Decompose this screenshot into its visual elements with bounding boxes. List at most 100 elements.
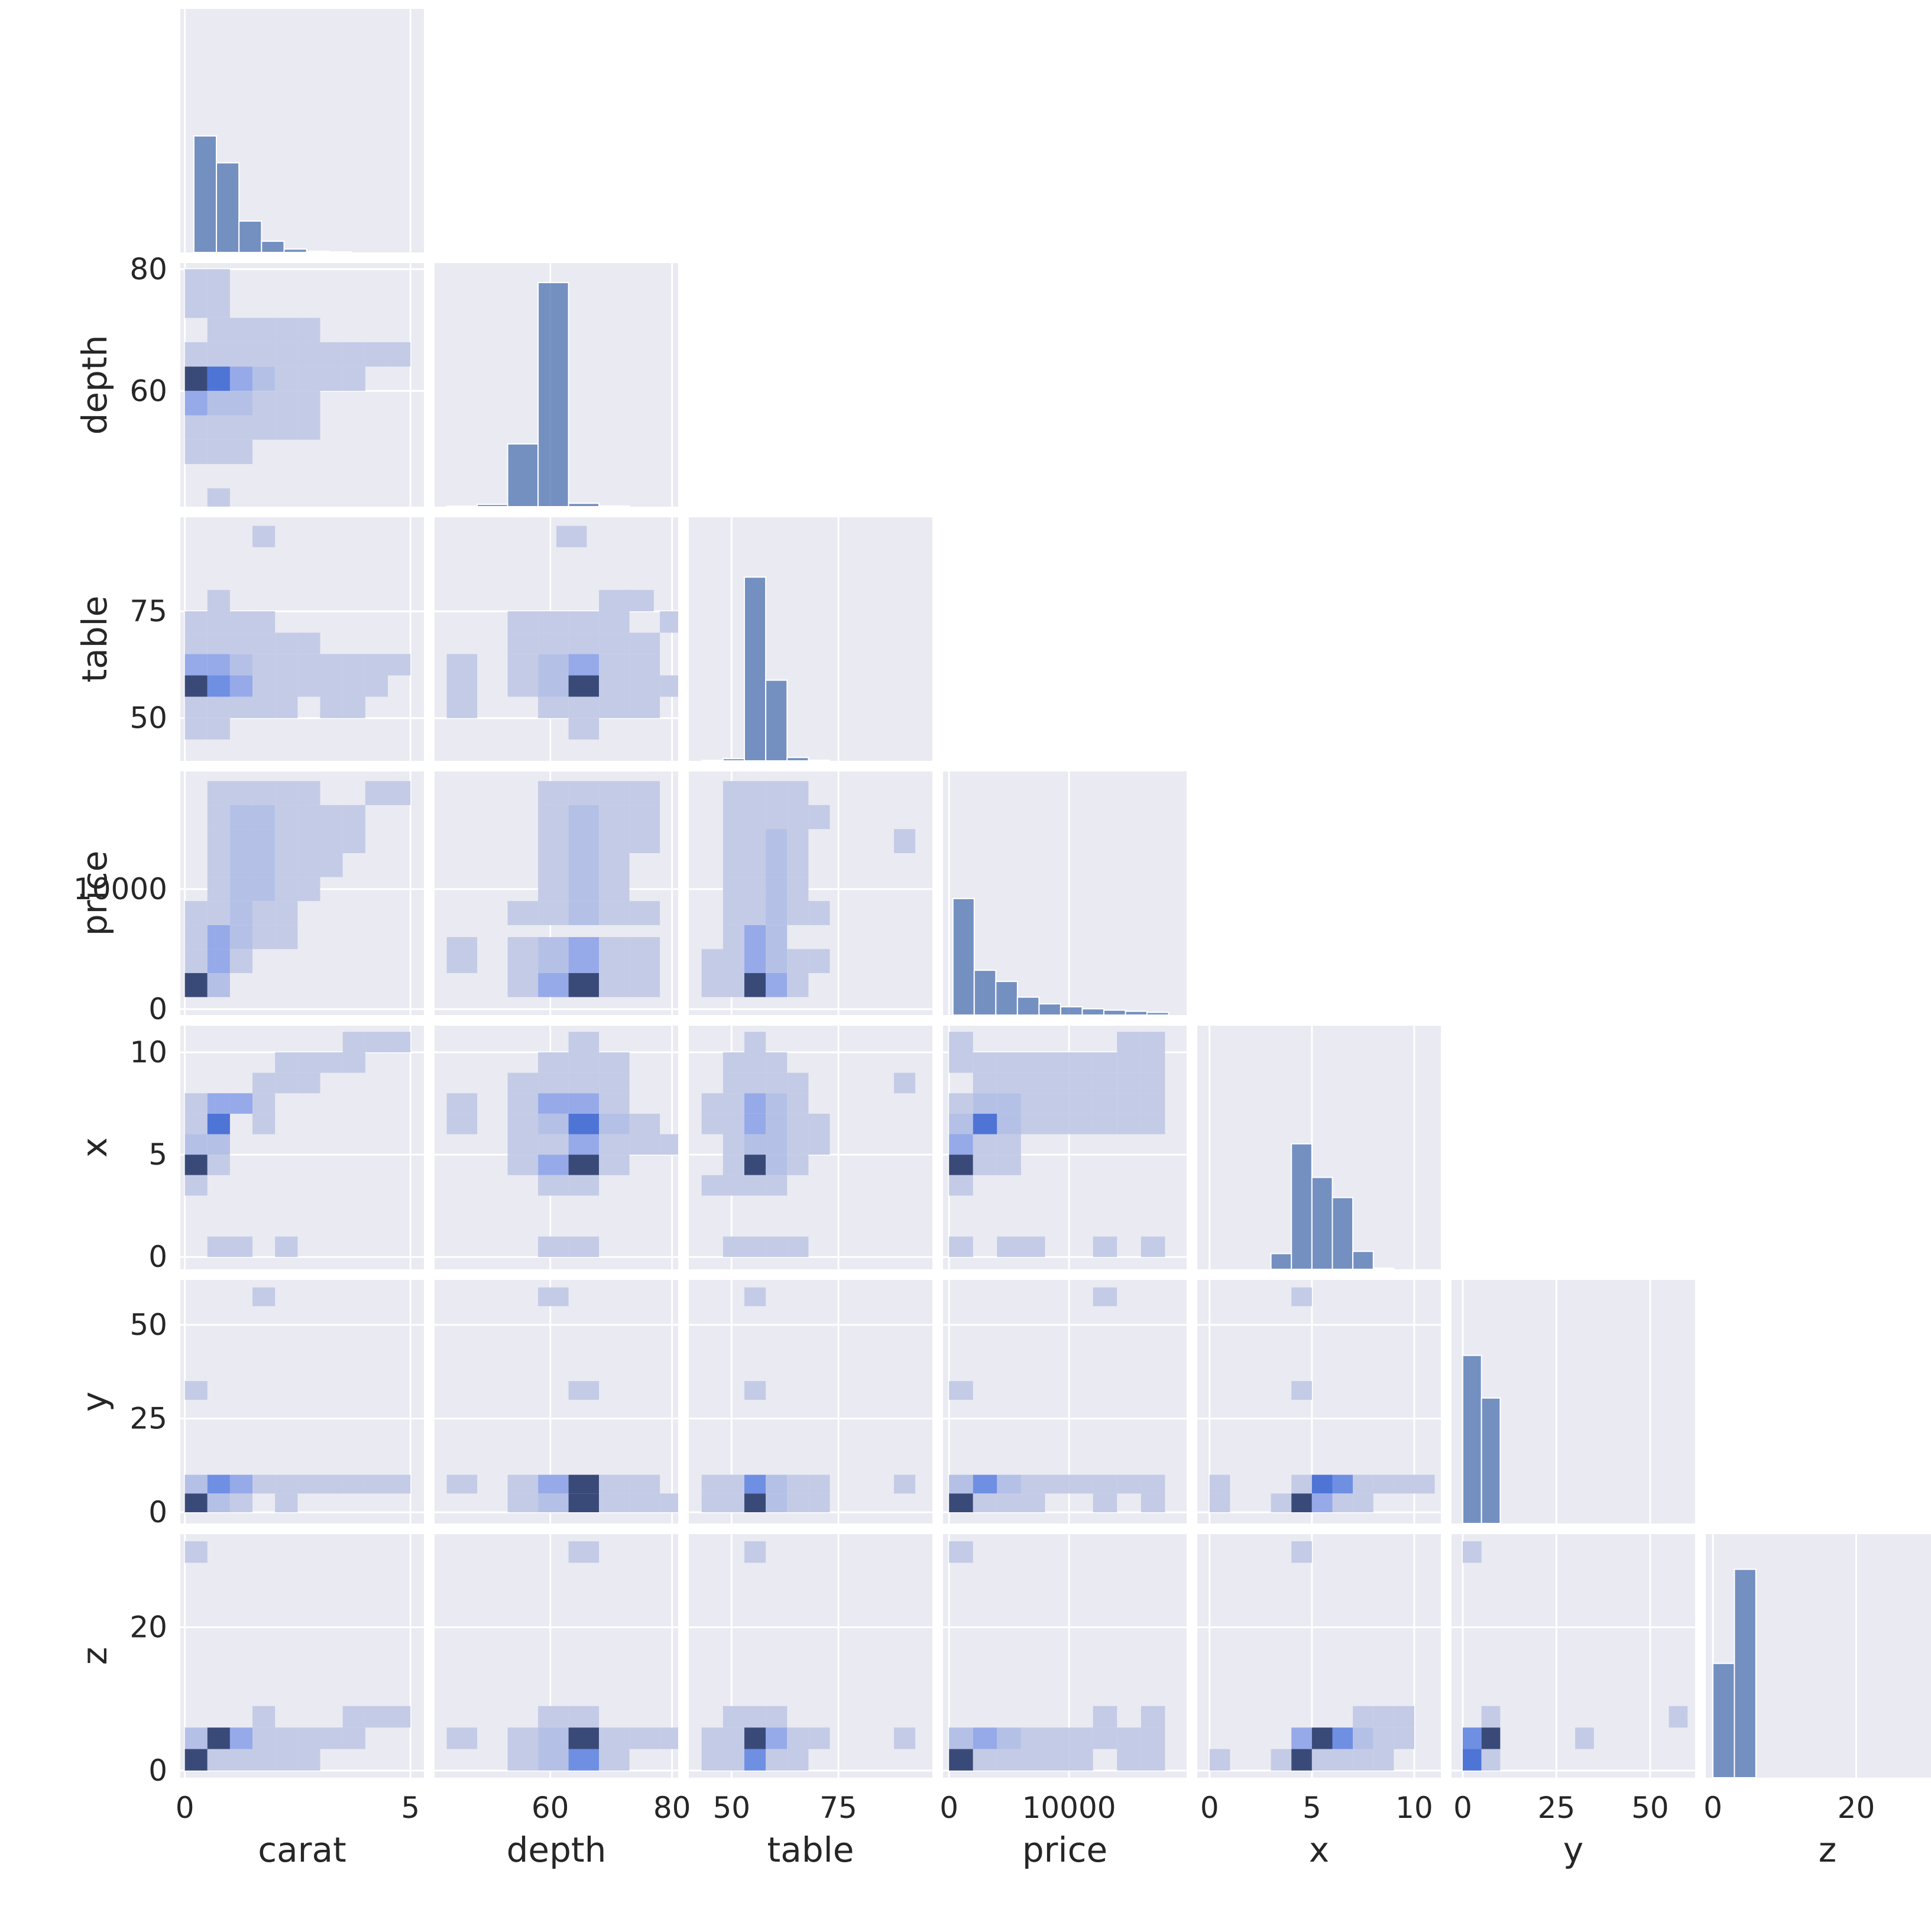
x-axis-label-z: z [1819,1830,1836,1870]
y-tick-label: 10000 [73,872,167,906]
x-tick-label: 0 [176,1791,195,1825]
panel-y-vs-x [1197,1280,1441,1523]
x-tick-label: 5 [1303,1791,1321,1825]
heat-cell [568,853,600,902]
heat-cell [507,1474,539,1494]
heat-cell [997,1493,1021,1512]
heat-cell [252,654,276,676]
x-axis-label-depth: depth [507,1830,607,1870]
heat-cell [184,415,208,440]
heat-cell [808,1134,830,1155]
heat-cell [568,1381,600,1400]
heat-cell [599,1134,630,1155]
heat-cell [973,1474,997,1494]
heat-cell [342,342,365,367]
heat-cell [275,391,298,416]
heat-cell [297,781,320,805]
hist-bar-table [786,757,809,762]
heat-cell [207,925,230,949]
heat-cell [766,925,788,973]
heat-cell [538,937,569,973]
x-tick-label: 10000 [1022,1791,1116,1825]
heat-cell [538,611,569,633]
x-tick-label: 75 [819,1791,857,1825]
heat-cell [766,1749,788,1771]
heat-cell [252,829,276,854]
heat-cell [207,317,230,342]
heat-cell [275,781,298,805]
heat-cell [973,1052,997,1073]
heat-cell [973,1113,997,1134]
heat-cell [207,488,230,507]
heat-cell [599,654,630,676]
panel-carat-vs-carat [180,9,424,254]
heat-cell [365,654,388,676]
heat-cell [744,1236,766,1257]
heat-cell [1394,1706,1414,1728]
heat-cell [297,829,320,854]
heat-cell [1291,1727,1312,1749]
heat-cell [207,589,230,612]
heat-cell [1141,1474,1165,1494]
heat-cell [568,1749,600,1771]
y-tick-label: 25 [129,1402,167,1436]
heat-cell [252,391,276,416]
heat-cell [1141,1093,1165,1114]
heat-cell [766,1072,788,1094]
heat-cell [1332,1727,1353,1749]
heat-cell [507,973,539,997]
heat-cell [538,1236,569,1257]
heat-cell [184,1093,208,1114]
heat-cell [744,925,766,973]
x-axis-label-y: y [1563,1830,1583,1870]
heat-cell [808,1113,830,1134]
heat-cell [629,1474,660,1494]
heat-cell [1069,1072,1093,1094]
heat-cell [252,1706,276,1728]
heat-cell [722,973,744,997]
heat-cell [1353,1493,1373,1512]
heat-cell [744,1134,766,1155]
heat-cell [568,805,600,854]
heat-cell [722,1052,744,1073]
heat-cell [207,1727,230,1749]
heat-cell [446,1474,478,1494]
heat-cell [787,1155,809,1175]
heat-cell [320,1052,343,1073]
y-tick-label: 0 [148,992,167,1026]
heat-cell [184,1381,208,1400]
heat-cell [787,1727,809,1749]
heat-cell [744,1093,766,1114]
heat-cell [997,1113,1021,1134]
panel-z-vs-depth [435,1534,678,1778]
heat-cell [184,973,208,997]
panel-price-vs-price [943,771,1187,1016]
heat-cell [722,1134,744,1155]
heat-cell [1209,1493,1230,1512]
heat-cell [722,925,744,973]
heat-cell [320,1727,343,1749]
heat-cell [507,901,539,925]
heat-cell [1291,1287,1312,1307]
heat-cell [722,1175,744,1196]
heat-cell [275,1072,298,1094]
heat-cell [184,1474,208,1494]
heat-cell [365,781,388,805]
heat-cell [808,949,830,973]
hist-bar-price [1146,1012,1169,1016]
heat-cell [599,696,630,718]
heat-cell [1332,1493,1353,1512]
heat-cell [342,1052,365,1073]
heat-cell [184,633,208,654]
heat-cell [1463,1749,1482,1771]
heat-cell [722,1155,744,1175]
y-axis-label-table: table [74,596,115,683]
hist-bar-price [1081,1008,1104,1016]
heat-cell [766,829,788,877]
heat-cell [446,696,478,718]
heat-cell [297,805,320,829]
heat-cell [207,696,230,718]
heat-cell [701,1175,723,1196]
heat-cell [973,1093,997,1114]
